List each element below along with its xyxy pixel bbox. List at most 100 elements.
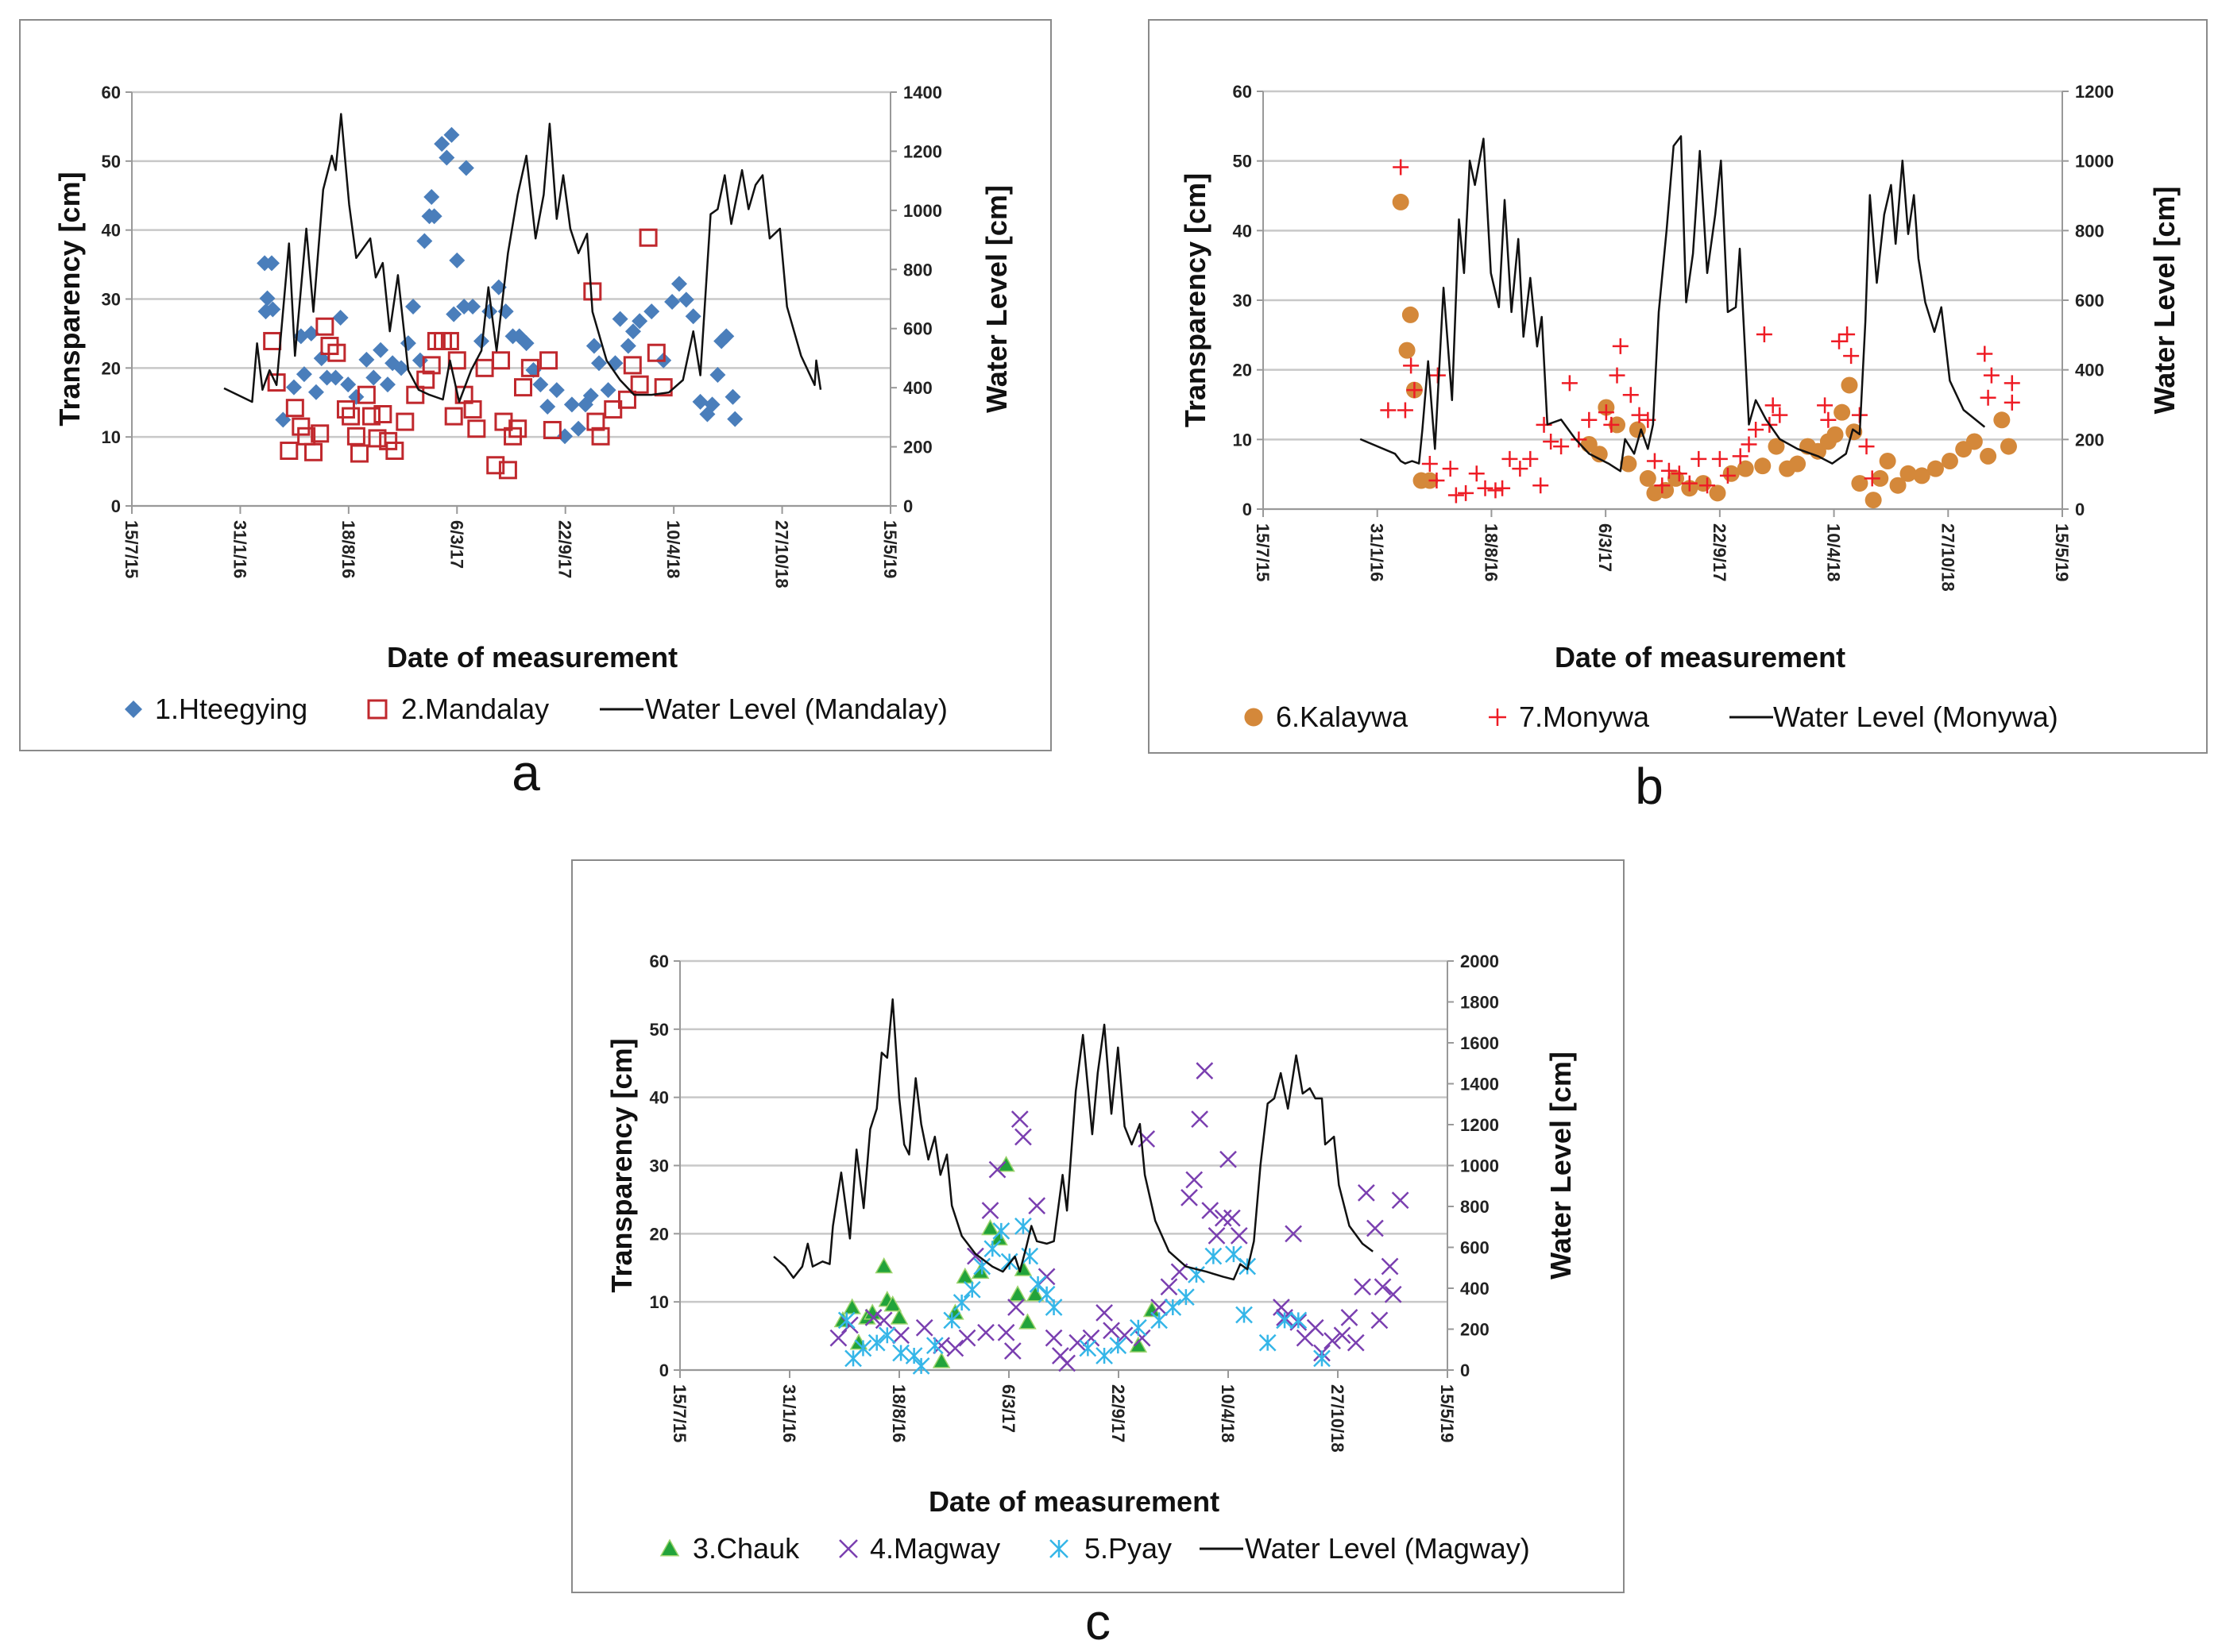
diamond-marker	[563, 396, 580, 413]
plus-marker	[1699, 477, 1716, 494]
legend-label: 1.Hteegying	[155, 693, 307, 725]
asterisk-marker	[1225, 1245, 1242, 1263]
y-tick-label: 60	[1233, 82, 1252, 102]
square-marker	[350, 444, 369, 463]
plus-marker	[1691, 450, 1707, 467]
x-marker	[1160, 1278, 1178, 1296]
legend-label: 2.Mandalay	[401, 693, 549, 725]
water-level-line	[1359, 135, 1986, 473]
plus-marker	[1654, 477, 1671, 494]
triangle-marker	[890, 1308, 909, 1325]
x-tick-label: 18/8/16	[1481, 523, 1501, 581]
asterisk-marker	[878, 1326, 896, 1345]
plus-marker	[1671, 465, 1687, 482]
diamond-marker	[296, 366, 312, 383]
y2-tick-label: 1400	[1460, 1075, 1499, 1094]
y2-tick-label: 400	[1460, 1279, 1490, 1299]
square-marker	[586, 412, 605, 431]
plus-marker	[1403, 357, 1420, 374]
y-tick-label: 10	[102, 427, 121, 447]
square-marker	[492, 351, 511, 370]
x-marker	[875, 1311, 893, 1330]
x-marker	[864, 1309, 883, 1326]
y2-tick-label: 600	[2075, 291, 2104, 311]
square-marker	[486, 456, 505, 475]
square-marker	[639, 228, 658, 247]
legend-label: 7.Monywa	[1519, 701, 1650, 733]
x-marker	[1201, 1202, 1219, 1220]
x-marker	[1196, 1062, 1214, 1080]
y-tick-label: 10	[650, 1292, 669, 1312]
circle-marker	[1754, 457, 1772, 475]
square-marker	[647, 343, 666, 362]
series-2-mandalay	[263, 228, 673, 480]
x-marker	[1191, 1110, 1209, 1129]
y2-tick-label: 800	[2075, 221, 2104, 241]
x-marker	[1150, 1299, 1168, 1316]
y2-axis-title: Water Level [cm]	[980, 185, 1013, 413]
asterisk-marker	[1258, 1334, 1277, 1352]
y-tick-label: 60	[650, 951, 669, 971]
plus-marker	[1732, 448, 1749, 465]
square-marker	[514, 378, 533, 397]
plus-marker	[1522, 450, 1539, 467]
diamond-marker	[539, 398, 556, 415]
circle-marker	[1864, 492, 1882, 509]
plus-marker	[1622, 387, 1639, 403]
x-marker	[1103, 1322, 1120, 1340]
y2-tick-label: 600	[903, 319, 933, 339]
circle-marker	[1872, 469, 1889, 487]
y2-tick-label: 1200	[903, 141, 942, 161]
y-tick-label: 30	[102, 290, 121, 310]
series-water-level-mandalay-	[223, 113, 822, 403]
y2-tick-label: 200	[903, 438, 933, 457]
diamond-marker	[443, 126, 460, 143]
diamond-marker	[727, 411, 744, 427]
diamond-marker	[416, 233, 433, 249]
plus-marker	[1458, 484, 1474, 501]
diamond-marker	[465, 299, 481, 315]
x-tick-label: 27/10/18	[772, 520, 792, 589]
x-tick-label: 15/5/19	[1437, 1384, 1457, 1442]
asterisk-marker	[1289, 1311, 1308, 1330]
x-axis-title: Date of measurement	[1555, 641, 1845, 674]
plus-marker	[1561, 375, 1578, 392]
series-7-monywa	[1380, 159, 2020, 504]
series-water-level-magway-	[773, 998, 1374, 1281]
plus-marker	[1756, 326, 1772, 342]
circle-marker	[1244, 708, 1263, 727]
circle-marker	[1768, 438, 1785, 455]
x-marker	[1133, 1329, 1151, 1347]
x-marker	[1068, 1334, 1087, 1352]
plus-marker	[1748, 422, 1764, 438]
x-marker	[1354, 1278, 1371, 1296]
diamond-marker	[718, 328, 735, 345]
x-marker	[1357, 1183, 1375, 1202]
x-tick-label: 22/9/17	[1108, 1384, 1128, 1442]
y-tick-label: 20	[650, 1224, 669, 1244]
x-tick-label: 10/4/18	[663, 520, 683, 578]
x-marker	[1285, 1225, 1302, 1243]
asterisk-marker	[867, 1334, 886, 1352]
asterisk-marker	[925, 1337, 944, 1354]
plus-marker	[1447, 487, 1464, 504]
diamond-marker	[624, 323, 641, 340]
y-tick-label: 40	[102, 221, 121, 241]
asterisk-marker	[983, 1240, 1002, 1258]
diamond-marker	[548, 382, 565, 399]
square-marker	[385, 442, 404, 461]
y-tick-label: 50	[1233, 152, 1252, 172]
triangle-marker	[883, 1295, 902, 1312]
diamond-marker	[446, 306, 462, 322]
y2-tick-label: 1000	[903, 201, 942, 221]
x-marker	[1384, 1285, 1402, 1303]
asterisk-marker	[1045, 1299, 1063, 1316]
plus-marker	[1380, 402, 1397, 419]
x-tick-label: 27/10/18	[1938, 523, 1957, 592]
triangle-marker	[1018, 1313, 1037, 1330]
series-1-hteegying	[257, 126, 744, 445]
panel-label: b	[1635, 758, 1664, 815]
x-marker	[1082, 1329, 1100, 1347]
x-tick-label: 15/5/19	[2052, 523, 2072, 581]
y2-tick-label: 2000	[1460, 951, 1499, 971]
